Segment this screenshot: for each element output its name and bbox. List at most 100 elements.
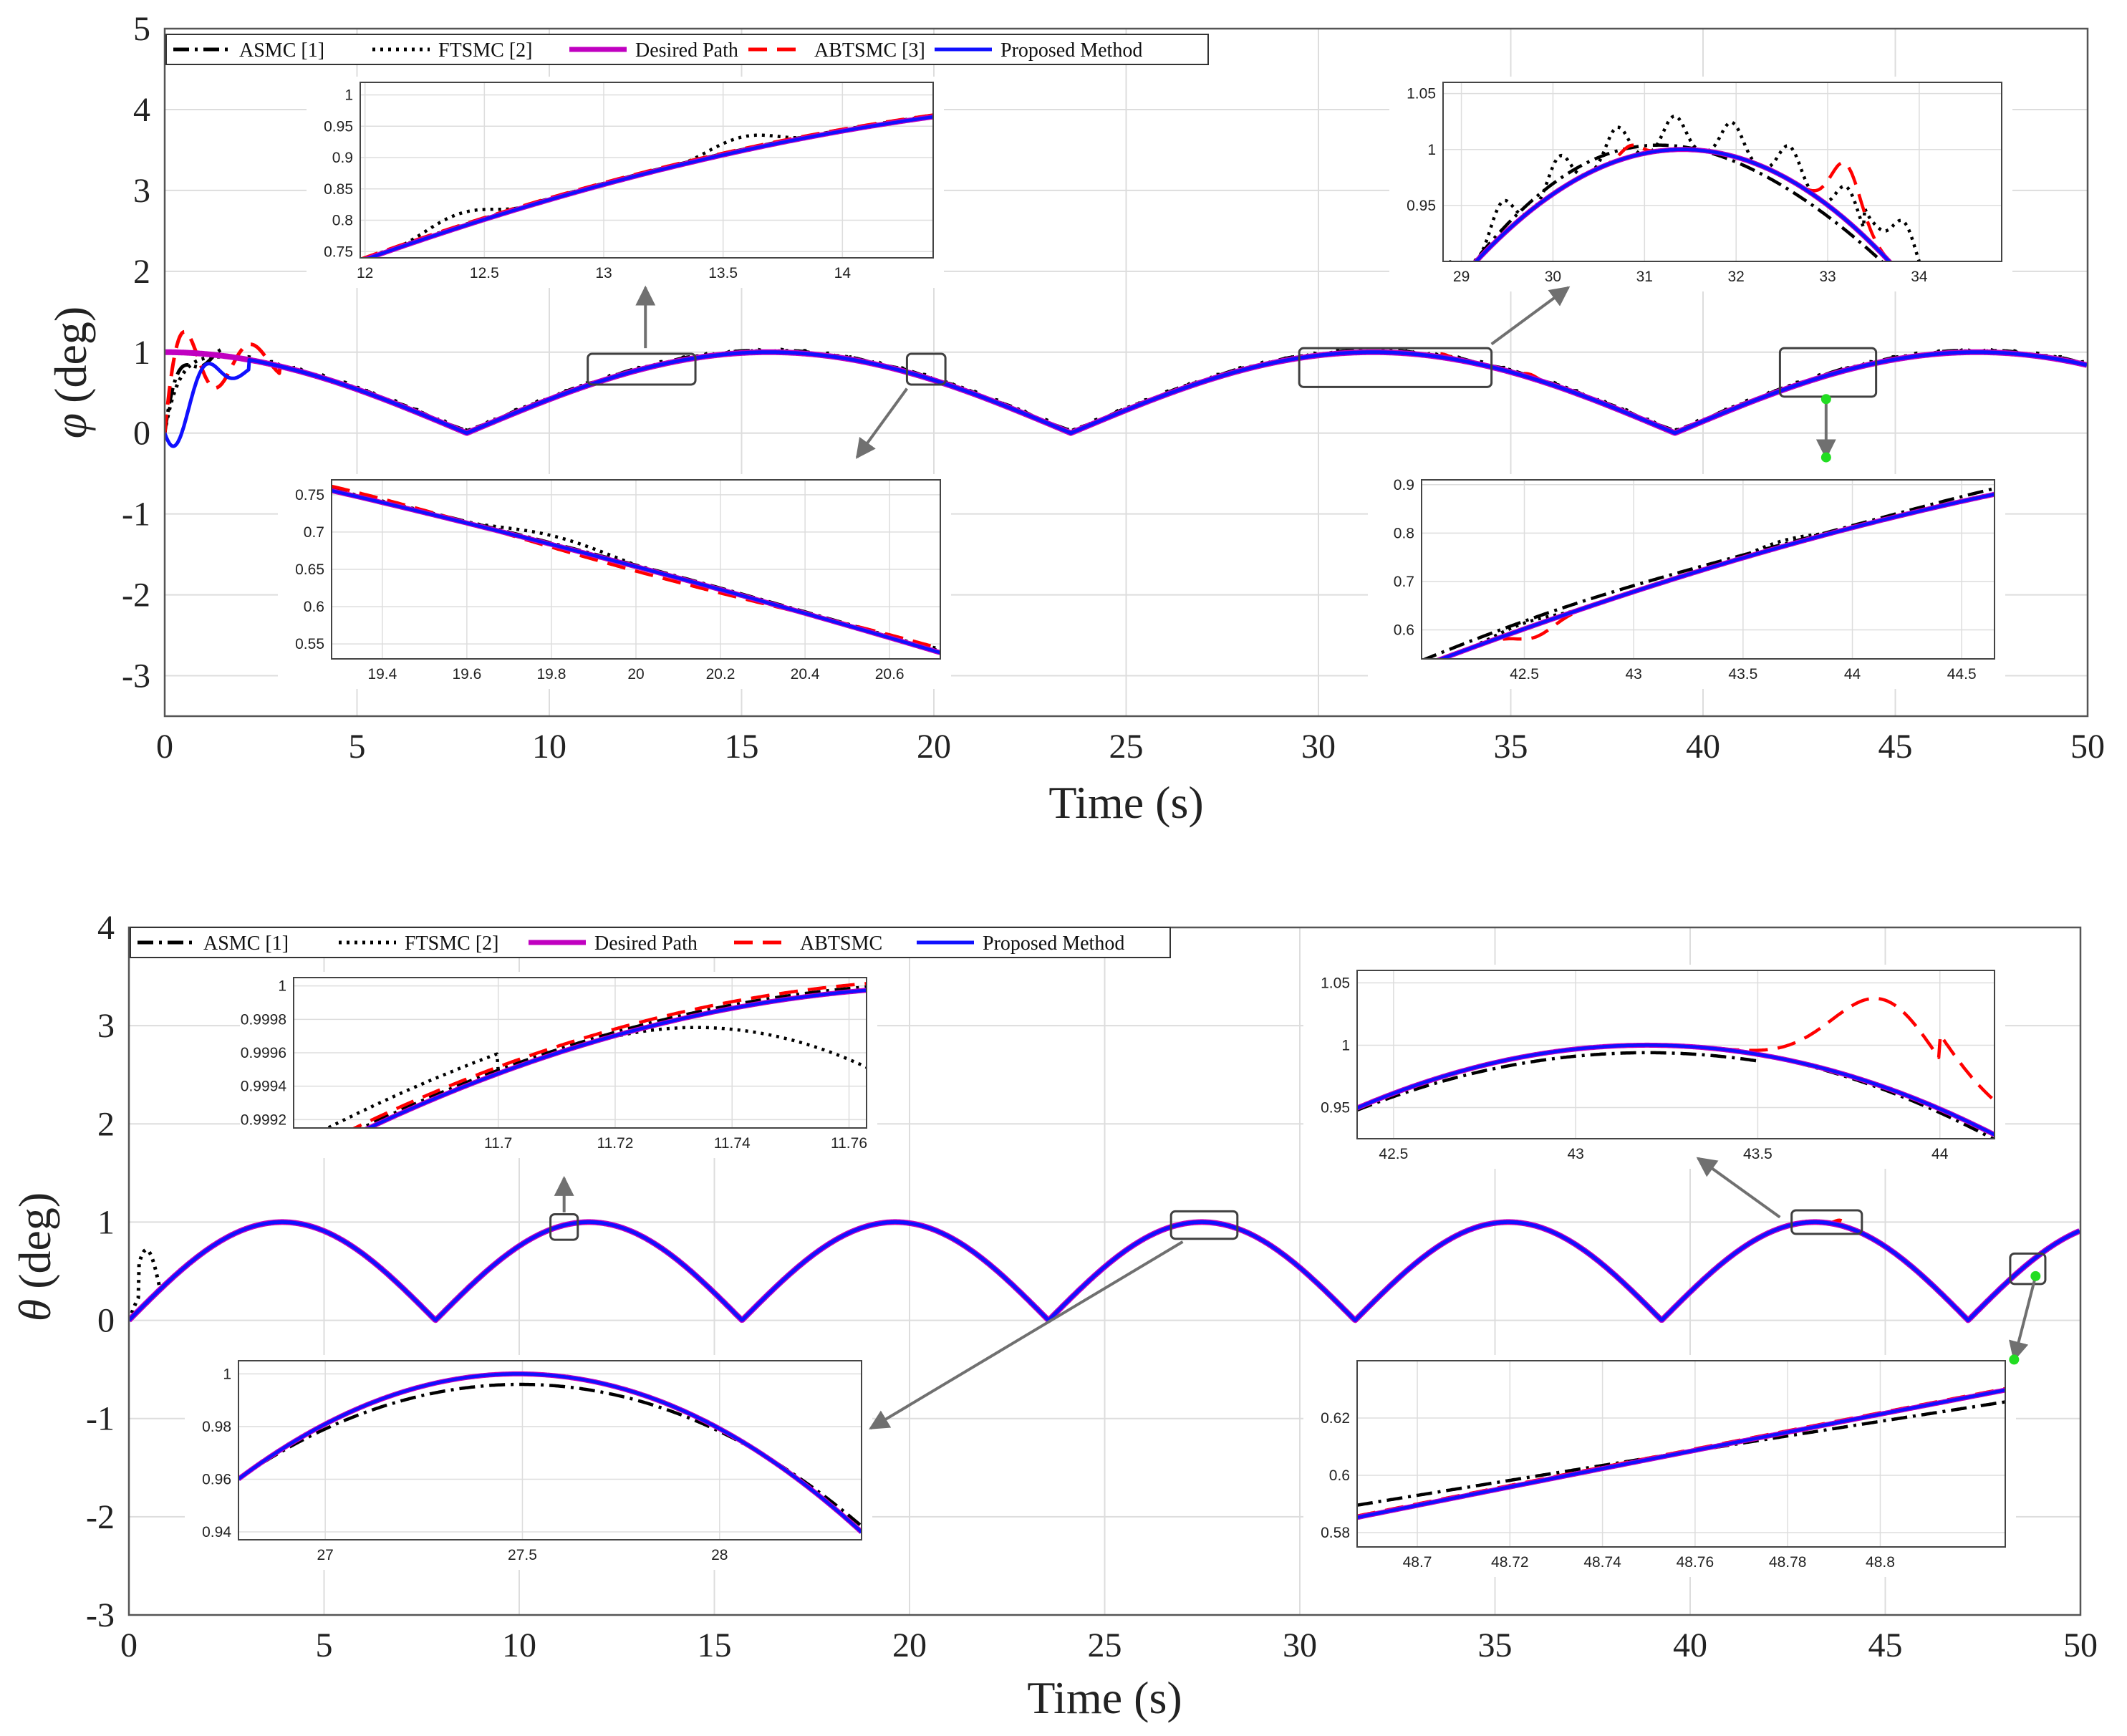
y-tick-label: -2 (122, 577, 150, 614)
x-tick-label: 50 (2063, 1626, 2098, 1664)
zoom-y-tick: 0.94 (202, 1524, 231, 1540)
zoom-x-tick: 44 (1844, 666, 1861, 683)
zoom-curves (360, 113, 933, 258)
zoom-y-tick: 1.05 (1321, 975, 1350, 991)
zoom-x-tick: 34 (1911, 269, 1928, 285)
zoom-frame (360, 82, 934, 259)
legend-label: Desired Path (594, 932, 698, 955)
zoom-background (185, 1355, 872, 1570)
x-tick-label: 25 (1088, 1626, 1122, 1664)
x-tick-label: 25 (1109, 728, 1144, 766)
zoom-x-tick: 48.7 (1403, 1554, 1432, 1571)
y-tick-label: 5 (133, 10, 150, 48)
y-tick-label: 4 (97, 909, 115, 947)
main-curves (165, 329, 2088, 448)
zoom-x-tick: 48.78 (1769, 1554, 1807, 1571)
zoom-x-tick: 44 (1931, 1146, 1949, 1162)
y-tick-label: 1 (97, 1203, 115, 1241)
marker-dot (2030, 1270, 2041, 1281)
x-tick-label: 20 (892, 1626, 927, 1664)
x-tick-label: 45 (1878, 728, 1913, 766)
main-curves (129, 1218, 2080, 1323)
x-tick-label: 15 (725, 728, 759, 766)
marker-dot (2009, 1354, 2020, 1365)
zoom-x-tick: 19.8 (537, 666, 566, 683)
zoom-inset: 12 12.5 13 13.5 14 1 0.95 0.9 0.85 0.8 0.75 (307, 77, 944, 288)
zoom-inset: 42.5 43 43.5 44 44.5 0.9 0.8 0.7 0.6 (1368, 474, 2005, 689)
zoom-x-tick: 42.5 (1379, 1146, 1408, 1162)
zoom-x-tick: 19.4 (367, 666, 397, 683)
zoom-source-box (1790, 1209, 1863, 1235)
y-tick-label: 0 (133, 415, 150, 453)
zoom-arrow (869, 1240, 1184, 1430)
zoom-y-tick: 0.9 (1394, 477, 1414, 493)
zoom-frame (238, 1360, 862, 1540)
x-tick-label: 40 (1673, 1626, 1707, 1664)
zoom-y-tick: 1 (344, 87, 353, 104)
zoom-y-tick: 1 (1427, 142, 1436, 158)
y-tick-label: -1 (122, 496, 150, 534)
y-tick-label: -3 (86, 1596, 115, 1634)
zoom-source-box (1298, 347, 1493, 388)
zoom-y-tick: 0.98 (202, 1419, 231, 1435)
legend-box (130, 927, 1171, 958)
zoom-series-line (1437, 492, 1995, 659)
y-tick-label: 3 (133, 172, 150, 210)
zoom-y-tick: 0.65 (295, 561, 324, 578)
zoom-curves (1444, 114, 1921, 261)
x-axis-label: Time (s) (1027, 1672, 1182, 1723)
zoom-y-tick: 0.95 (1321, 1099, 1350, 1116)
zoom-y-tick: 0.7 (1394, 574, 1414, 590)
series-line-proposed-method (129, 1220, 2080, 1322)
zoom-curves (1357, 996, 1995, 1139)
zoom-inset: 19.4 19.6 19.8 20 20.2 20.4 20.6 0.75 0.7 0.65 0.6… (278, 474, 951, 689)
zoom-x-tick: 43 (1567, 1146, 1583, 1162)
zoom-x-tick: 28 (711, 1547, 728, 1563)
zoom-x-tick: 48.8 (1866, 1554, 1895, 1571)
zoom-series-line (1357, 1388, 2005, 1520)
zoom-x-tick: 43.5 (1743, 1146, 1772, 1162)
zoom-x-tick: 12 (357, 265, 373, 281)
zoom-curves (238, 1371, 862, 1534)
y-tick-label: -3 (122, 657, 150, 695)
x-tick-label: 5 (316, 1626, 333, 1664)
zoom-y-tick: 1 (223, 1366, 231, 1382)
zoom-x-tick: 11.72 (597, 1135, 633, 1152)
x-tick-label: 35 (1478, 1626, 1513, 1664)
zoom-x-tick: 11.7 (484, 1135, 512, 1152)
zoom-x-tick: 27 (317, 1547, 333, 1563)
zoom-x-tick: 20 (627, 666, 644, 683)
zoom-background (1389, 77, 2012, 291)
zoom-arrow (855, 387, 909, 459)
zoom-series-line (1437, 491, 1995, 659)
zoom-x-tick: 29 (1453, 269, 1470, 285)
zoom-x-tick: 11.74 (714, 1135, 751, 1152)
zoom-y-tick: 0.96 (202, 1471, 231, 1487)
zoom-y-tick: 0.58 (1321, 1525, 1350, 1541)
zoom-x-tick: 33 (1819, 269, 1836, 285)
zoom-arrow (2009, 1276, 2037, 1362)
zoom-source-box (549, 1212, 579, 1241)
zoom-series-line (238, 1372, 862, 1533)
zoom-arrow (1490, 286, 1571, 346)
x-tick-label: 5 (349, 728, 366, 766)
zoom-y-tick: 1 (1341, 1037, 1350, 1053)
x-tick-label: 0 (156, 728, 173, 766)
x-tick-label: 35 (1494, 728, 1528, 766)
zoom-x-tick: 48.76 (1677, 1554, 1714, 1571)
legend-label: ABTSMC [3] (814, 39, 925, 62)
x-tick-label: 0 (120, 1626, 138, 1664)
legend-label: ASMC [1] (203, 932, 289, 955)
marker-dot (1820, 394, 1831, 405)
y-axis-unit: (deg) (45, 307, 96, 403)
x-tick-label: 45 (1868, 1626, 1903, 1664)
legend-label: Proposed Method (1000, 39, 1142, 62)
zoom-y-tick: 0.95 (1407, 198, 1436, 214)
zoom-y-tick: 0.9 (332, 150, 353, 166)
zoom-series-line (358, 985, 867, 1128)
zoom-series-line (1422, 486, 1995, 659)
x-axis-label: Time (s) (1048, 777, 1203, 828)
x-tick-label: 30 (1283, 1626, 1317, 1664)
zoom-series-line (365, 988, 867, 1128)
zoom-y-tick: 0.8 (1394, 525, 1414, 541)
